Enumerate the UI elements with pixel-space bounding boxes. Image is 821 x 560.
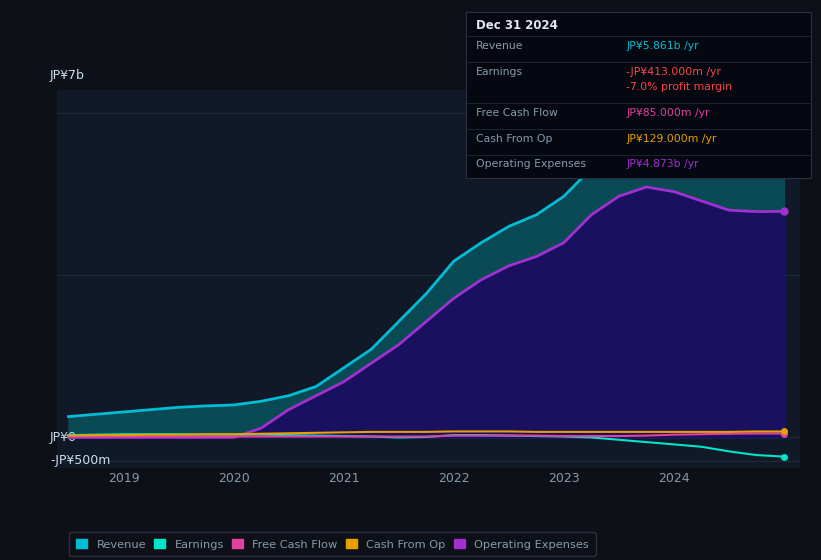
- Text: Operating Expenses: Operating Expenses: [476, 160, 586, 170]
- Text: -JP¥500m: -JP¥500m: [50, 454, 110, 467]
- Text: Dec 31 2024: Dec 31 2024: [476, 19, 558, 32]
- Text: Revenue: Revenue: [476, 41, 524, 51]
- Text: JP¥7b: JP¥7b: [50, 69, 85, 82]
- Text: Free Cash Flow: Free Cash Flow: [476, 108, 558, 118]
- Text: JP¥129.000m /yr: JP¥129.000m /yr: [626, 134, 717, 144]
- Text: -JP¥413.000m /yr: -JP¥413.000m /yr: [626, 67, 722, 77]
- Text: Earnings: Earnings: [476, 67, 523, 77]
- Legend: Revenue, Earnings, Free Cash Flow, Cash From Op, Operating Expenses: Revenue, Earnings, Free Cash Flow, Cash …: [69, 532, 595, 557]
- Text: -7.0% profit margin: -7.0% profit margin: [626, 82, 732, 92]
- Text: JP¥4.873b /yr: JP¥4.873b /yr: [626, 160, 699, 170]
- Text: Cash From Op: Cash From Op: [476, 134, 553, 144]
- Text: JP¥0: JP¥0: [50, 431, 77, 444]
- Text: JP¥5.861b /yr: JP¥5.861b /yr: [626, 41, 699, 51]
- Text: JP¥85.000m /yr: JP¥85.000m /yr: [626, 108, 710, 118]
